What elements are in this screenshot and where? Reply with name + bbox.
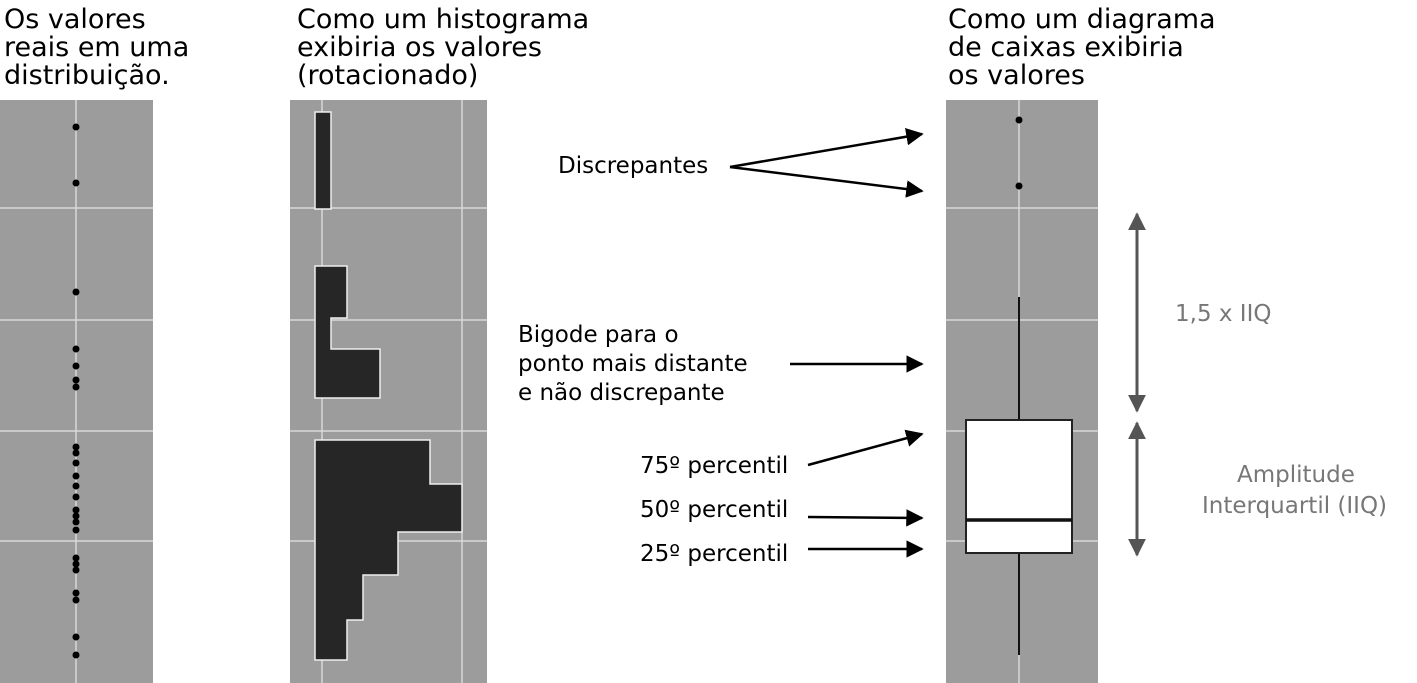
- title-line: de caixas exibiria: [948, 32, 1184, 63]
- title-line: reais em uma: [4, 32, 189, 63]
- boxplot-panel: [946, 100, 1098, 683]
- iqr-label: Amplitude: [1237, 462, 1355, 488]
- raw-values-panel: [0, 100, 153, 683]
- title-line: (rotacionado): [297, 60, 478, 91]
- percentile-label: 75º percentil: [640, 453, 788, 479]
- histogram-panel: [290, 100, 487, 683]
- percentile-label: 50º percentil: [640, 497, 788, 523]
- iqr-label: Interquartil (IIQ): [1202, 493, 1387, 519]
- percentile-label: 25º percentil: [640, 541, 788, 567]
- title-line: Como um diagrama: [948, 4, 1216, 35]
- whisker-label: ponto mais distante: [518, 351, 748, 377]
- title-line: Os valores: [4, 4, 146, 35]
- title-line: exibiria os valores: [297, 32, 542, 63]
- arrow: [729, 165, 924, 198]
- title-line: os valores: [948, 60, 1085, 91]
- arrow: [729, 128, 924, 169]
- outliers-label: Discrepantes: [558, 153, 708, 179]
- title-line: Como um histograma: [297, 4, 589, 35]
- title-line: distribuição.: [4, 60, 170, 91]
- range-label: 1,5 x IIQ: [1175, 301, 1271, 327]
- whisker-label: Bigode para o: [518, 322, 679, 348]
- arrow: [807, 509, 924, 527]
- arrow: [807, 429, 924, 467]
- whisker-label: e não discrepante: [518, 380, 725, 406]
